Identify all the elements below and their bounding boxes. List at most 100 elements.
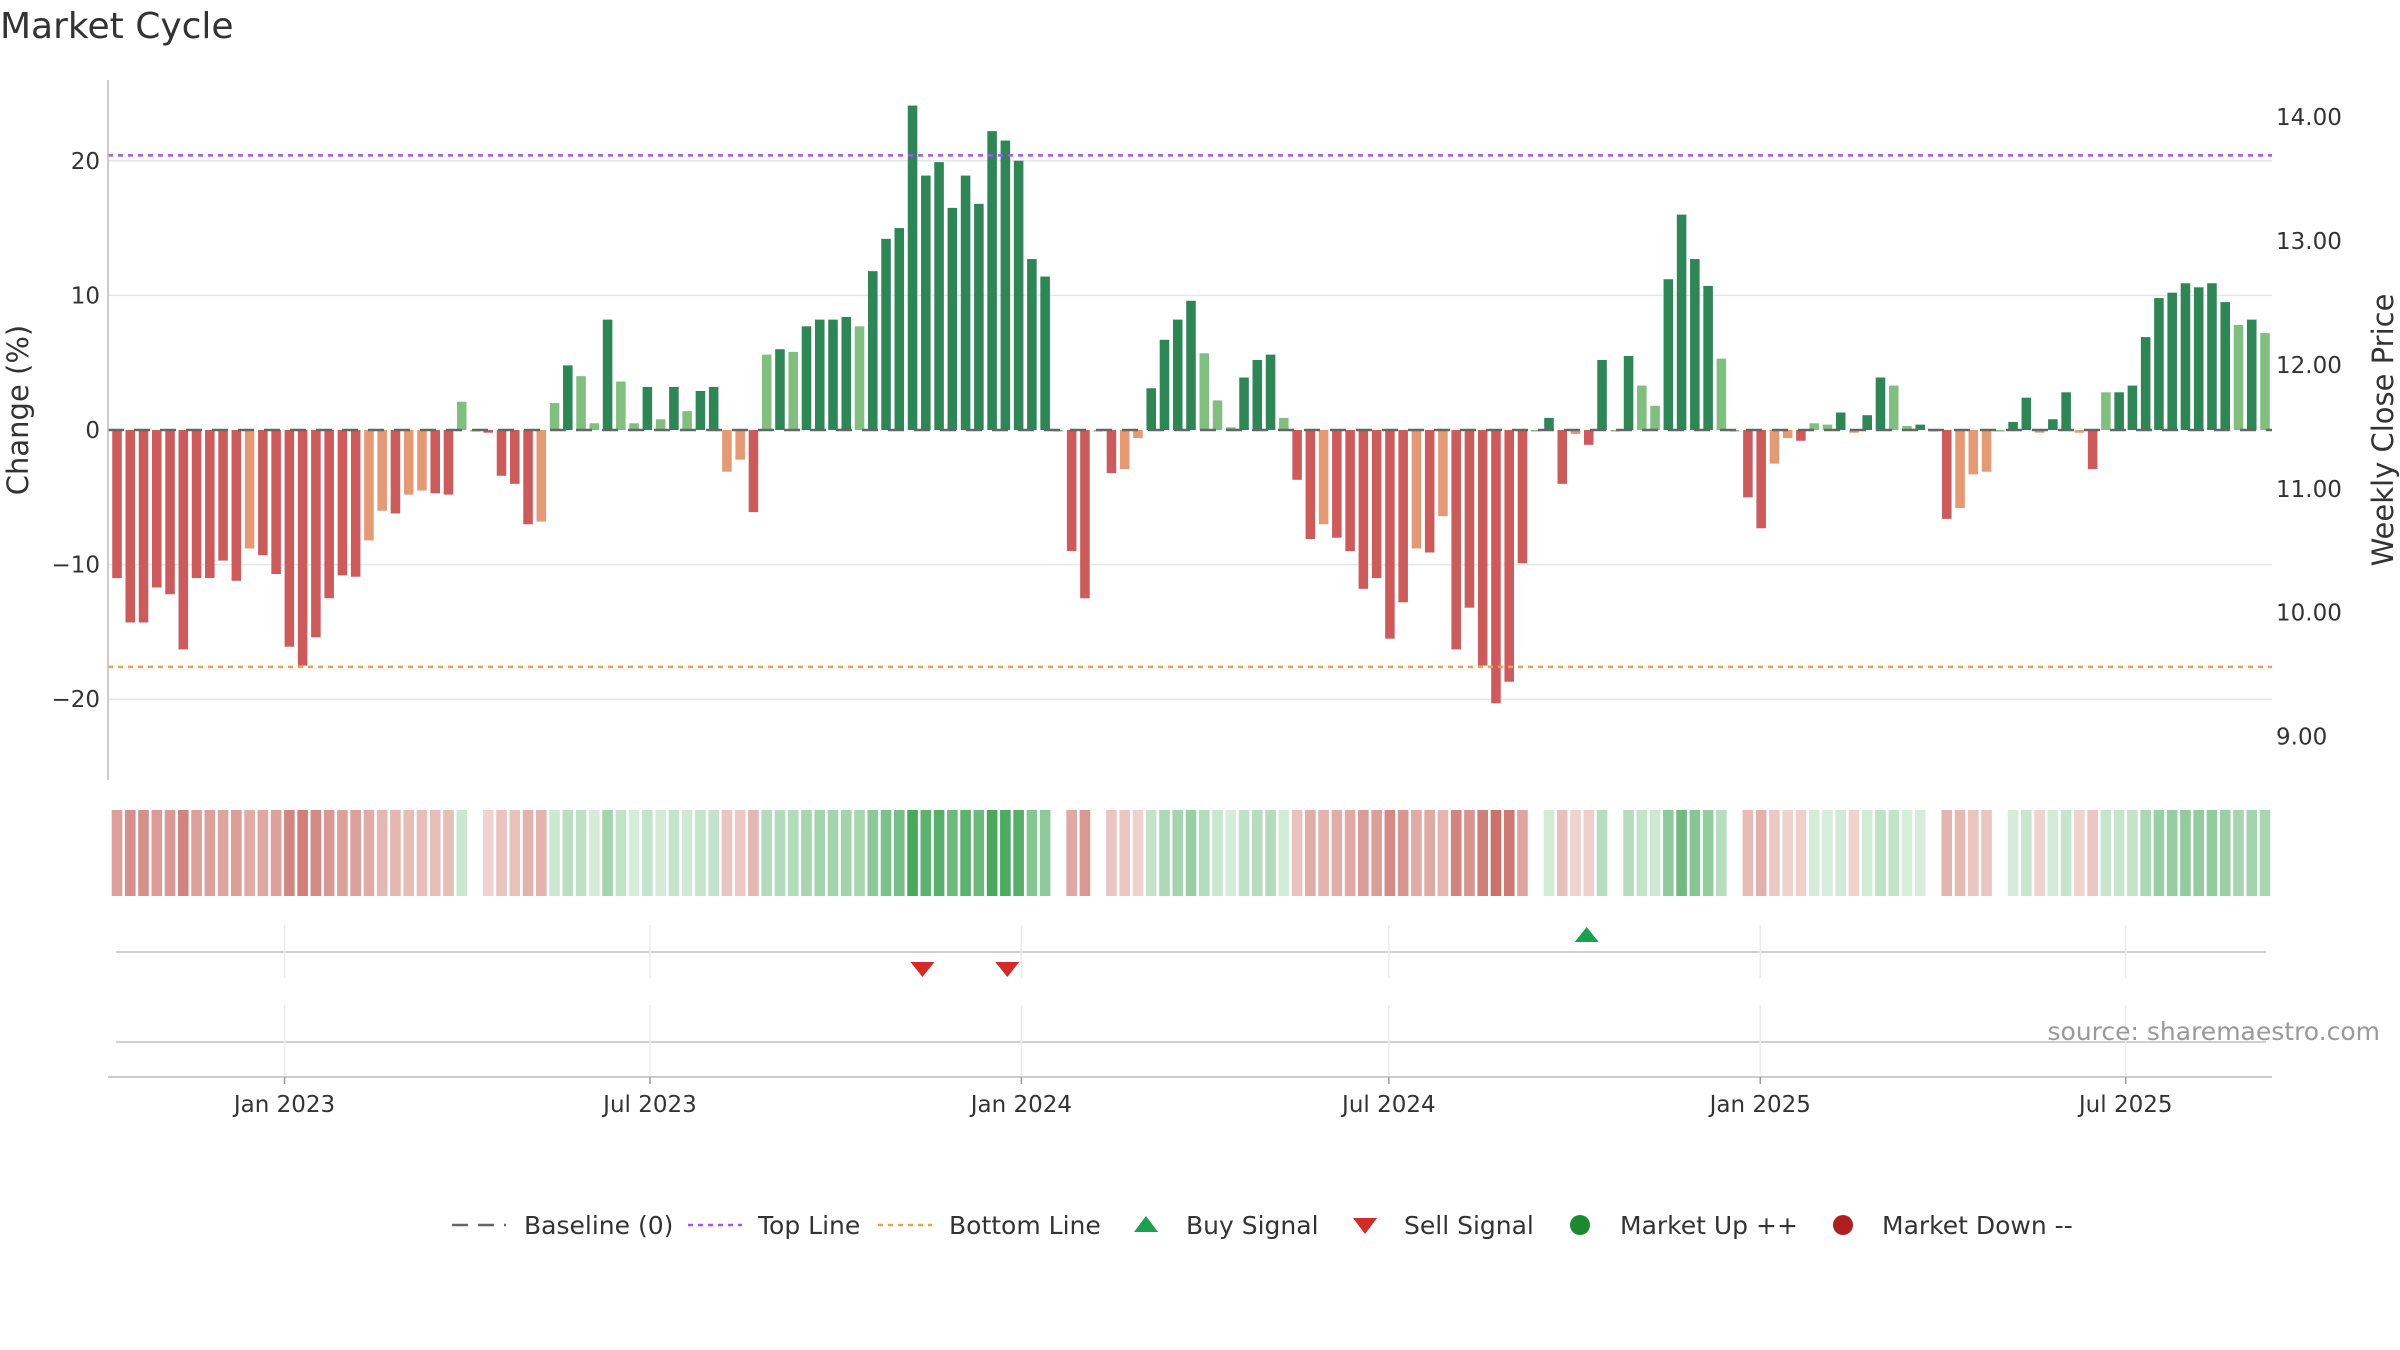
change-bar — [735, 430, 745, 460]
change-bar — [311, 430, 321, 638]
change-bar — [2114, 392, 2124, 430]
change-bar — [2021, 397, 2032, 430]
change-bar — [1371, 430, 1382, 579]
heat-cell — [1503, 810, 1515, 896]
heat-cell — [1981, 810, 1992, 896]
change-bar — [854, 326, 865, 430]
change-bar — [1146, 388, 1156, 430]
heat-cell — [947, 810, 958, 896]
heat-cell — [350, 810, 361, 896]
heat-cell — [111, 810, 123, 896]
change-bar — [496, 430, 507, 476]
heat-cell — [1318, 810, 1329, 896]
heat-cell — [1941, 810, 1953, 896]
heat-cell — [655, 810, 666, 896]
change-bar — [2127, 385, 2138, 430]
heat-cell — [1185, 810, 1197, 896]
change-bar — [987, 131, 997, 430]
heat-cell — [177, 810, 189, 896]
heat-cell — [390, 810, 401, 896]
change-bar — [1822, 424, 1833, 430]
change-bar — [1676, 214, 1687, 430]
heat-cell — [1159, 810, 1170, 896]
change-bar — [2061, 392, 2071, 430]
heat-cell — [244, 810, 255, 896]
change-bar — [2154, 298, 2164, 430]
heat-cell — [1861, 810, 1873, 896]
source-note: source: sharemaestro.com — [2048, 1017, 2381, 1046]
heat-cell — [1172, 810, 1184, 896]
heat-cell — [1755, 810, 1767, 896]
change-bar — [1809, 423, 1819, 430]
heat-cell — [164, 810, 176, 896]
heat-cell — [1967, 810, 1979, 896]
change-bar — [655, 419, 666, 430]
change-bar — [1690, 259, 1700, 430]
change-bar — [1318, 430, 1329, 525]
change-bar — [350, 430, 361, 577]
change-bar — [2193, 287, 2204, 430]
change-bar — [1650, 405, 1660, 430]
heat-cell — [509, 810, 521, 896]
heat-cell — [1198, 810, 1210, 896]
change-bar — [1186, 300, 1196, 430]
heat-cell — [1291, 810, 1303, 896]
change-bar — [1106, 430, 1117, 474]
heat-cell — [642, 810, 653, 896]
heat-cell — [933, 810, 945, 896]
change-bar — [2034, 430, 2045, 433]
heat-cell — [1808, 810, 1820, 896]
heat-cell — [191, 810, 202, 896]
change-bar — [775, 349, 785, 430]
heat-cell — [1477, 810, 1489, 896]
heat-cell — [1649, 810, 1661, 896]
heat-cell — [1901, 810, 1913, 896]
change-bar — [1743, 430, 1753, 498]
heat-cell — [1145, 810, 1157, 896]
change-bar — [2180, 283, 2191, 430]
change-bar — [642, 386, 653, 430]
change-bar — [1769, 430, 1780, 464]
heat-cell — [562, 810, 574, 896]
heat-cell — [1636, 810, 1648, 896]
change-bar — [2074, 430, 2085, 433]
x-axis-ticks: Jan 2023 Jul 2023 Jan 2024 Jul 2024 Jan 2025… — [232, 1077, 2173, 1118]
heat-cell — [2047, 810, 2059, 896]
heat-cell — [1000, 810, 1011, 896]
legend: Baseline (0) Top Line Bottom Line Buy Signa… — [452, 1211, 2073, 1240]
change-bar — [112, 430, 122, 579]
change-bar — [1080, 430, 1090, 599]
change-bar — [231, 430, 242, 581]
heat-cell — [867, 810, 879, 896]
change-bar — [218, 430, 228, 561]
heat-cell — [1570, 810, 1581, 896]
change-bar — [1849, 430, 1859, 433]
change-bar — [1995, 430, 2005, 432]
change-bar — [934, 162, 944, 430]
change-bar — [682, 411, 692, 430]
legend-sell-icon — [1353, 1218, 1377, 1234]
y2-tick-label: 14.00 — [2276, 105, 2342, 131]
change-bar — [1424, 430, 1435, 553]
heat-cell — [1358, 810, 1369, 896]
heat-cell — [2034, 810, 2045, 896]
y-tick-label: 0 — [85, 418, 100, 444]
change-bar — [1981, 430, 1992, 472]
heat-cell — [748, 810, 759, 896]
heat-cell — [1702, 810, 1714, 896]
heat-cell — [1371, 810, 1382, 896]
legend-label: Baseline (0) — [524, 1211, 673, 1240]
y2-tick-label: 12.00 — [2276, 353, 2342, 379]
y2-tick-label: 10.00 — [2276, 601, 2342, 627]
y2-tick-label: 11.00 — [2276, 477, 2342, 503]
legend-buy-icon — [1134, 1216, 1158, 1232]
legend-item: Market Up ++ — [1570, 1211, 1798, 1240]
heat-cell — [2259, 810, 2271, 896]
change-bar — [1796, 430, 1806, 441]
heat-cell — [1225, 810, 1237, 896]
y-tick-label: 10 — [71, 283, 100, 309]
heat-cell — [337, 810, 348, 896]
heat-cell — [761, 810, 773, 896]
heat-cell — [535, 810, 547, 896]
heat-cell — [363, 810, 375, 896]
